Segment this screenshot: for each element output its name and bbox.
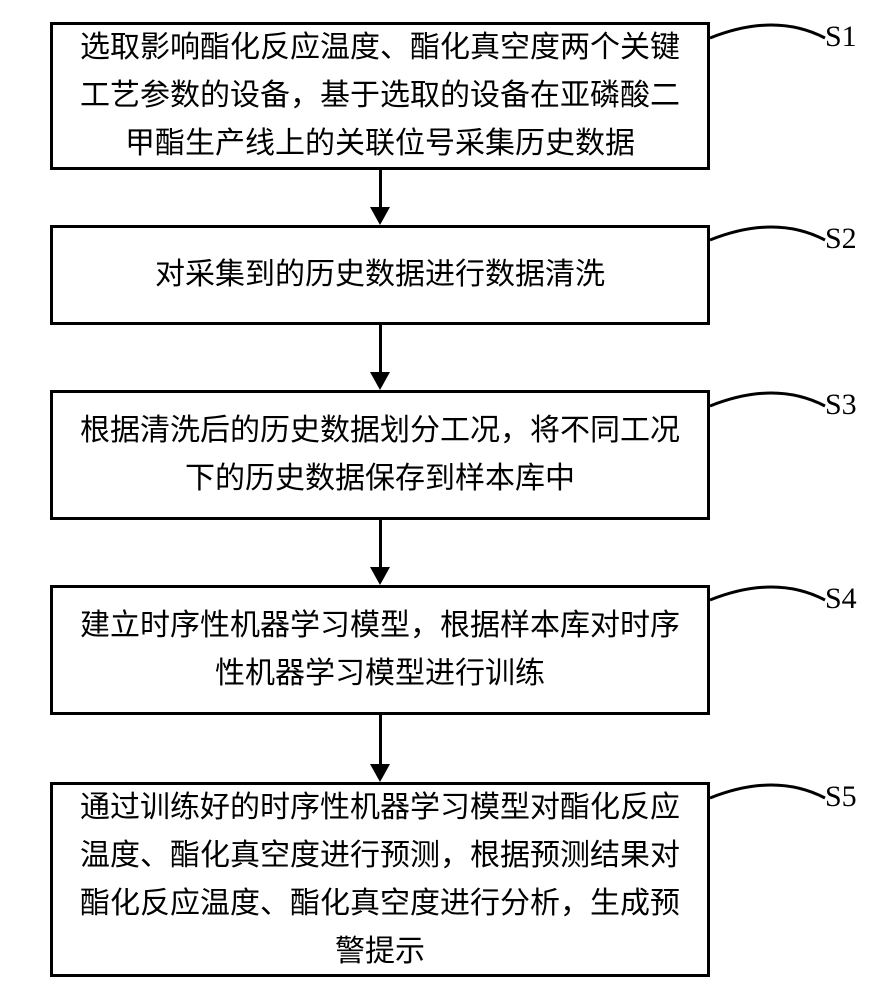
step-text-s2: 对采集到的历史数据进行数据清洗 [77,251,683,299]
step-label-s4: S4 [825,582,857,616]
step-box-s2: 对采集到的历史数据进行数据清洗 [50,225,710,325]
step-label-s5: S5 [825,780,857,814]
step-label-s1: S1 [825,20,857,54]
step-box-s4: 建立时序性机器学习模型，根据样本库对时序性机器学习模型进行训练 [50,585,710,715]
step-text-s3: 根据清洗后的历史数据划分工况，将不同工况下的历史数据保存到样本库中 [77,407,683,503]
step-box-s3: 根据清洗后的历史数据划分工况，将不同工况下的历史数据保存到样本库中 [50,390,710,520]
step-box-s1: 选取影响酯化反应温度、酯化真空度两个关键工艺参数的设备，基于选取的设备在亚磷酸二… [50,22,710,170]
step-label-s2: S2 [825,222,857,256]
step-box-s5: 通过训练好的时序性机器学习模型对酯化反应温度、酯化真空度进行预测，根据预测结果对… [50,782,710,977]
step-label-s3: S3 [825,388,857,422]
step-text-s5: 通过训练好的时序性机器学习模型对酯化反应温度、酯化真空度进行预测，根据预测结果对… [77,784,683,976]
flowchart-canvas: 选取影响酯化反应温度、酯化真空度两个关键工艺参数的设备，基于选取的设备在亚磷酸二… [0,0,885,1000]
step-text-s4: 建立时序性机器学习模型，根据样本库对时序性机器学习模型进行训练 [77,602,683,698]
step-text-s1: 选取影响酯化反应温度、酯化真空度两个关键工艺参数的设备，基于选取的设备在亚磷酸二… [77,24,683,168]
